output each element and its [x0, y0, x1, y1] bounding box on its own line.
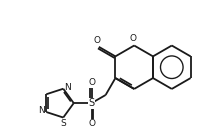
- Text: O: O: [88, 78, 95, 87]
- Text: N: N: [39, 106, 45, 115]
- Text: O: O: [130, 34, 136, 43]
- Text: S: S: [60, 119, 66, 128]
- Text: S: S: [88, 98, 95, 108]
- Text: O: O: [93, 36, 100, 45]
- Text: N: N: [64, 83, 71, 92]
- Text: O: O: [88, 119, 95, 128]
